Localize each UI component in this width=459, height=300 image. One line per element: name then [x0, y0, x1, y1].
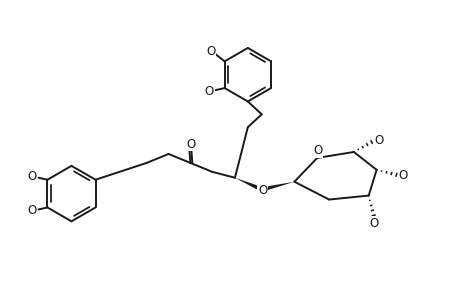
Text: O: O [27, 170, 36, 183]
Text: O: O [27, 204, 36, 217]
Polygon shape [235, 178, 258, 190]
Polygon shape [265, 182, 294, 190]
Text: O: O [257, 184, 267, 197]
Text: O: O [313, 145, 322, 158]
Text: O: O [398, 169, 407, 182]
Text: O: O [368, 217, 377, 230]
Text: O: O [204, 85, 213, 98]
Text: O: O [186, 138, 195, 151]
Text: O: O [373, 134, 382, 147]
Text: O: O [206, 45, 215, 58]
